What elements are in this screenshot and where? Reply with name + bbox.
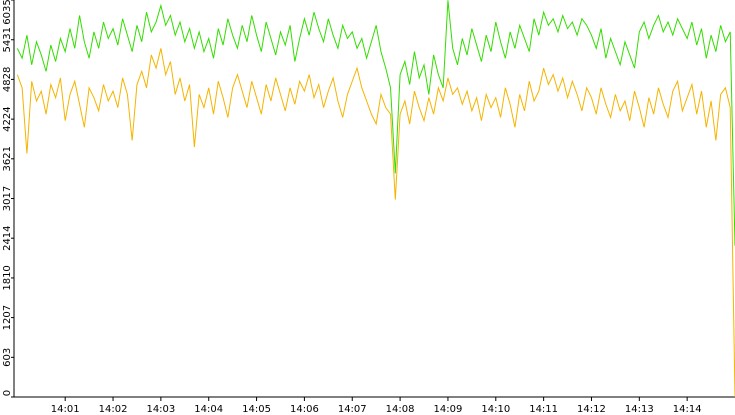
x-tick-label: 14:08 xyxy=(386,404,415,415)
series-line xyxy=(16,48,735,398)
x-tick-label: 14:04 xyxy=(194,404,223,415)
series-line xyxy=(16,0,735,246)
x-tick-label: 14:03 xyxy=(146,404,175,415)
y-tick-label: 2414 xyxy=(2,225,13,250)
y-tick-label: 4828 xyxy=(2,67,13,92)
x-tick-label: 14:09 xyxy=(434,404,463,415)
x-tick-label: 14:05 xyxy=(242,404,271,415)
y-tick-label: 0 xyxy=(2,390,13,396)
x-tick-label: 14:12 xyxy=(577,404,606,415)
y-tick-label: 6035 xyxy=(2,0,13,25)
x-tick-label: 14:02 xyxy=(99,404,128,415)
x-tick-label: 14:10 xyxy=(481,404,510,415)
y-tick-label: 5431 xyxy=(2,27,13,52)
y-tick-label: 603 xyxy=(2,348,13,367)
y-tick-label: 3621 xyxy=(2,146,13,171)
x-tick-label: 14:14 xyxy=(673,404,702,415)
x-tick-label: 14:11 xyxy=(529,404,558,415)
x-tick-label: 14:13 xyxy=(625,404,654,415)
y-tick-label: 3017 xyxy=(2,186,13,211)
y-tick-label: 1207 xyxy=(2,305,13,330)
x-tick-label: 14:01 xyxy=(51,404,80,415)
x-tick-label: 14:07 xyxy=(338,404,367,415)
y-tick-label: 4224 xyxy=(2,106,13,131)
y-tick-label: 1810 xyxy=(2,265,13,290)
x-tick-label: 14:06 xyxy=(290,404,319,415)
